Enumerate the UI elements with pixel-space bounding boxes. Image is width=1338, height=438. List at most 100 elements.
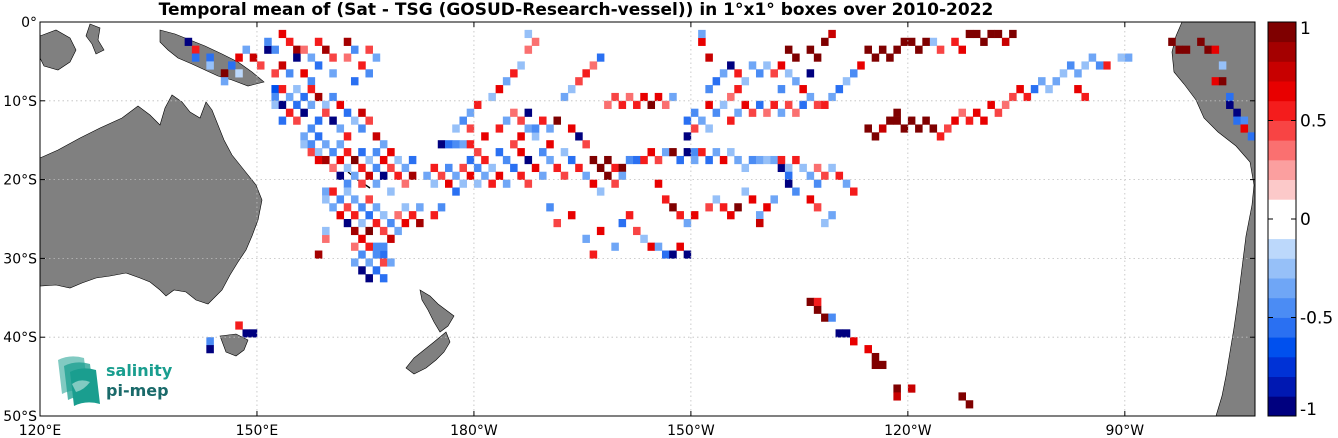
data-cell [698, 116, 706, 125]
data-cell [640, 234, 648, 243]
data-cell [640, 92, 648, 102]
data-cell [618, 219, 627, 228]
data-cell [423, 171, 431, 180]
data-cell [922, 116, 930, 125]
data-cell [777, 155, 786, 165]
colorbar-segments [1268, 22, 1296, 417]
data-cell [314, 148, 323, 157]
data-cell [235, 53, 243, 62]
data-cell [358, 163, 366, 173]
data-cell [625, 211, 634, 220]
data-cell [184, 37, 193, 46]
data-cell [372, 219, 381, 228]
data-cell [835, 85, 844, 94]
data-cell [690, 108, 699, 117]
data-cell [387, 148, 395, 157]
data-cell [647, 148, 656, 157]
colorbar-segment [1268, 396, 1296, 417]
data-cell [271, 85, 279, 94]
data-cell [1240, 124, 1249, 133]
data-cell [343, 163, 352, 173]
data-cell [719, 203, 728, 212]
data-cell [611, 163, 619, 173]
data-cell [510, 108, 518, 117]
map-title: Temporal mean of (Sat - TSG (GOSUD-Resea… [159, 0, 994, 20]
data-cell [314, 61, 323, 70]
data-cell [358, 108, 366, 117]
data-cell [654, 242, 663, 251]
data-cell [307, 100, 316, 109]
colorbar-segment [1268, 297, 1296, 318]
data-cell [307, 140, 316, 149]
data-cell [633, 155, 641, 165]
data-cell [372, 132, 381, 141]
data-cell [510, 69, 518, 78]
data-cell [828, 211, 836, 220]
data-cell [293, 53, 301, 62]
data-cell [893, 384, 901, 393]
data-cell [531, 37, 540, 46]
data-cell [394, 171, 402, 180]
data-cell [466, 124, 475, 133]
colorbar-segment [1268, 140, 1296, 161]
data-cell [893, 392, 901, 401]
data-cell [755, 155, 764, 165]
colorbar-segment [1268, 100, 1296, 121]
data-cell [488, 92, 496, 102]
data-cell [300, 92, 308, 102]
data-cell [987, 29, 995, 39]
data-cell [1124, 53, 1133, 62]
data-cell [575, 163, 583, 173]
data-cell [271, 69, 279, 78]
data-cells [184, 29, 1256, 409]
data-cell [878, 360, 887, 370]
data-cell [524, 45, 533, 54]
data-cell [343, 37, 352, 46]
data-cell [293, 85, 301, 94]
data-cell [343, 148, 352, 157]
data-cell [387, 258, 395, 267]
data-cell [517, 132, 525, 141]
data-cell [1074, 69, 1082, 78]
data-cell [531, 132, 540, 141]
logo-line1: salinity [106, 361, 173, 380]
data-cell [314, 250, 323, 259]
data-cell [235, 69, 243, 78]
data-cell [784, 69, 793, 78]
data-cell [965, 400, 974, 409]
data-cell [712, 148, 721, 157]
data-cell [329, 163, 337, 173]
data-cell [502, 155, 511, 165]
data-cell [481, 171, 489, 180]
data-cell [300, 140, 308, 149]
data-cell [705, 203, 713, 212]
data-cell [408, 171, 417, 180]
data-cell [871, 352, 880, 362]
data-cell [408, 155, 417, 165]
data-cell [307, 77, 316, 86]
data-cell [582, 171, 590, 180]
data-cell [401, 203, 410, 212]
data-cell [256, 61, 265, 70]
data-cell [531, 124, 540, 133]
data-cell [596, 53, 605, 62]
data-cell [683, 116, 692, 125]
data-cell [893, 108, 901, 117]
data-cell [387, 219, 395, 228]
data-cell [278, 116, 287, 125]
colorbar-segment [1268, 376, 1296, 397]
data-cell [683, 132, 692, 141]
data-cell [300, 45, 308, 54]
data-cell [567, 124, 576, 133]
data-cell [358, 148, 366, 157]
data-cell [452, 187, 460, 196]
data-cell [734, 69, 742, 78]
data-cell [951, 37, 959, 46]
data-cell [1182, 45, 1191, 54]
data-cell [343, 187, 352, 196]
data-cell [654, 179, 663, 188]
data-cell [517, 148, 525, 157]
colorbar-segment [1268, 219, 1296, 240]
data-cell [828, 163, 836, 173]
